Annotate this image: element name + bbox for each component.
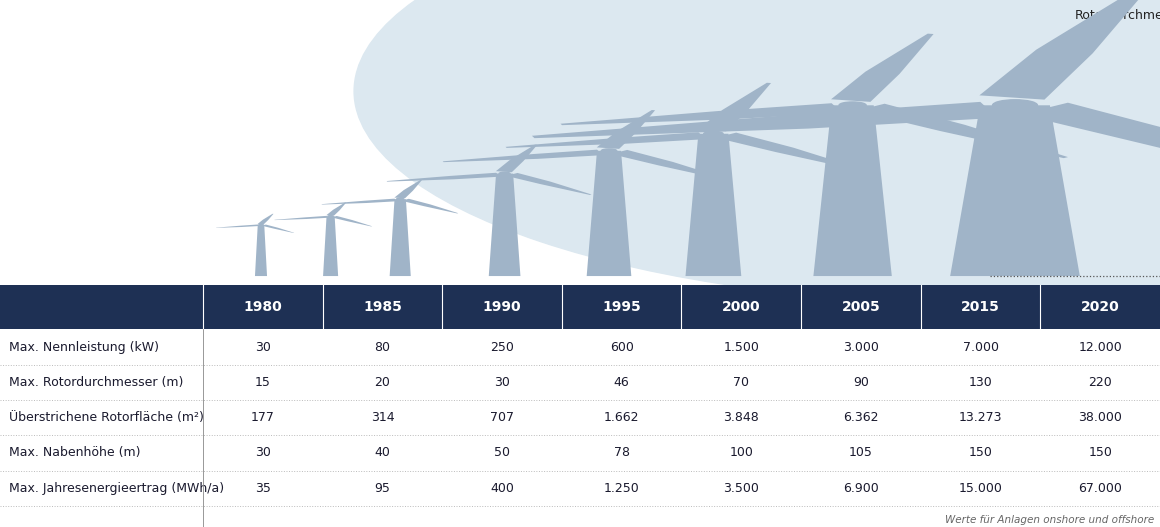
Polygon shape (496, 144, 537, 172)
Polygon shape (596, 110, 655, 149)
Text: 40: 40 (375, 446, 391, 460)
Text: Werte für Anlagen onshore und offshore: Werte für Anlagen onshore und offshore (945, 514, 1154, 524)
Circle shape (499, 172, 510, 175)
Text: 2005: 2005 (841, 300, 880, 314)
Circle shape (259, 225, 263, 226)
Circle shape (601, 149, 617, 153)
Polygon shape (261, 225, 295, 233)
Text: 150: 150 (1088, 446, 1112, 460)
Polygon shape (506, 132, 706, 148)
Polygon shape (443, 150, 603, 162)
Polygon shape (394, 180, 422, 198)
Text: 20: 20 (375, 376, 391, 389)
Polygon shape (831, 34, 934, 102)
Text: 80: 80 (375, 340, 391, 354)
Text: 30: 30 (255, 446, 270, 460)
Polygon shape (560, 103, 842, 125)
Text: 400: 400 (491, 482, 514, 495)
Text: 30: 30 (255, 340, 270, 354)
Polygon shape (332, 216, 372, 227)
Text: 6.900: 6.900 (843, 482, 879, 495)
Text: 35: 35 (255, 482, 270, 495)
Text: 220: 220 (1088, 376, 1112, 389)
Polygon shape (488, 173, 521, 276)
Text: 12.000: 12.000 (1079, 340, 1122, 354)
Polygon shape (611, 150, 732, 181)
Text: Max. Nennleistung (kW): Max. Nennleistung (kW) (9, 340, 159, 354)
Text: Max. Rotordurchmesser (m): Max. Rotordurchmesser (m) (9, 376, 183, 389)
Text: 2015: 2015 (962, 300, 1000, 314)
Circle shape (993, 100, 1037, 111)
Polygon shape (390, 199, 411, 276)
Text: 130: 130 (969, 376, 993, 389)
Text: 6.362: 6.362 (843, 411, 878, 424)
Text: 1985: 1985 (363, 300, 401, 314)
Polygon shape (686, 134, 741, 276)
Text: 50: 50 (494, 446, 510, 460)
Text: 105: 105 (849, 446, 872, 460)
Circle shape (704, 131, 723, 136)
Text: 1.662: 1.662 (604, 411, 639, 424)
Text: 3.848: 3.848 (724, 411, 759, 424)
Polygon shape (698, 83, 771, 131)
Polygon shape (587, 151, 631, 276)
Text: 3.500: 3.500 (724, 482, 760, 495)
Polygon shape (506, 173, 592, 195)
Polygon shape (716, 133, 867, 171)
Polygon shape (326, 202, 346, 216)
Polygon shape (1021, 103, 1160, 193)
Text: 314: 314 (371, 411, 394, 424)
Text: 1995: 1995 (602, 300, 641, 314)
Text: 177: 177 (251, 411, 275, 424)
Bar (0, 285, 1160, 329)
Circle shape (328, 216, 333, 217)
Text: Rotordurchmesser: Rotordurchmesser (1075, 8, 1160, 22)
Polygon shape (979, 0, 1148, 100)
Polygon shape (275, 216, 328, 220)
Text: Überstrichene Rotorfläche (m²): Überstrichene Rotorfläche (m²) (9, 411, 204, 424)
Text: 2020: 2020 (1081, 300, 1119, 314)
Text: 150: 150 (969, 446, 993, 460)
Circle shape (397, 198, 404, 200)
Text: 70: 70 (733, 376, 749, 389)
Text: 30: 30 (494, 376, 510, 389)
Text: 1980: 1980 (244, 300, 282, 314)
Text: 600: 600 (610, 340, 633, 354)
Polygon shape (386, 173, 500, 182)
Polygon shape (322, 216, 339, 276)
Polygon shape (258, 214, 274, 225)
Text: 78: 78 (614, 446, 630, 460)
Polygon shape (950, 105, 1080, 276)
Text: 13.273: 13.273 (959, 411, 1002, 424)
Text: 1990: 1990 (483, 300, 521, 314)
Text: 250: 250 (491, 340, 514, 354)
Polygon shape (532, 102, 998, 138)
Polygon shape (255, 225, 267, 276)
Text: 15: 15 (255, 376, 270, 389)
Text: 707: 707 (490, 411, 514, 424)
Text: Max. Jahresenergieertrag (MWh/a): Max. Jahresenergieertrag (MWh/a) (9, 482, 224, 495)
Ellipse shape (354, 0, 1160, 304)
Polygon shape (321, 199, 398, 204)
Text: 100: 100 (730, 446, 753, 460)
Polygon shape (856, 104, 1068, 158)
Text: 15.000: 15.000 (958, 482, 1002, 495)
Text: 2000: 2000 (722, 300, 761, 314)
Polygon shape (216, 225, 260, 228)
Text: 38.000: 38.000 (1079, 411, 1122, 424)
Circle shape (839, 102, 867, 109)
Text: Max. Nabenhöhe (m): Max. Nabenhöhe (m) (9, 446, 140, 460)
Text: 67.000: 67.000 (1079, 482, 1122, 495)
Text: 3.000: 3.000 (843, 340, 879, 354)
Text: 95: 95 (375, 482, 391, 495)
Text: 1.250: 1.250 (604, 482, 639, 495)
Text: 46: 46 (614, 376, 630, 389)
Text: 90: 90 (853, 376, 869, 389)
Text: 1.500: 1.500 (724, 340, 760, 354)
Polygon shape (401, 199, 458, 213)
Polygon shape (813, 105, 892, 276)
Text: 7.000: 7.000 (963, 340, 999, 354)
